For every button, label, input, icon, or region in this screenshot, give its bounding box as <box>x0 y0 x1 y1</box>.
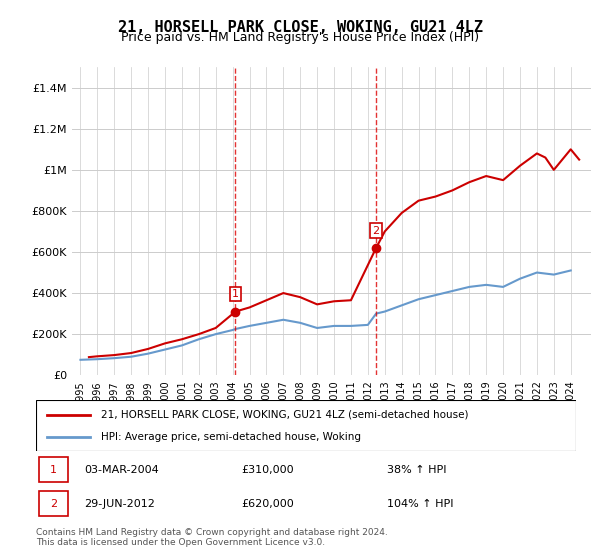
Text: £310,000: £310,000 <box>241 465 294 475</box>
Text: 29-JUN-2012: 29-JUN-2012 <box>85 499 155 509</box>
Text: 2: 2 <box>50 499 57 509</box>
Text: 03-MAR-2004: 03-MAR-2004 <box>85 465 160 475</box>
Text: HPI: Average price, semi-detached house, Woking: HPI: Average price, semi-detached house,… <box>101 432 361 442</box>
Text: 21, HORSELL PARK CLOSE, WOKING, GU21 4LZ (semi-detached house): 21, HORSELL PARK CLOSE, WOKING, GU21 4LZ… <box>101 409 469 419</box>
FancyBboxPatch shape <box>36 400 576 451</box>
Text: £620,000: £620,000 <box>241 499 294 509</box>
Text: Price paid vs. HM Land Registry's House Price Index (HPI): Price paid vs. HM Land Registry's House … <box>121 31 479 44</box>
Text: 104% ↑ HPI: 104% ↑ HPI <box>387 499 454 509</box>
FancyBboxPatch shape <box>39 491 68 516</box>
Text: 38% ↑ HPI: 38% ↑ HPI <box>387 465 446 475</box>
Text: Contains HM Land Registry data © Crown copyright and database right 2024.
This d: Contains HM Land Registry data © Crown c… <box>36 528 388 547</box>
FancyBboxPatch shape <box>39 457 68 483</box>
Text: 1: 1 <box>50 465 57 475</box>
Text: 21, HORSELL PARK CLOSE, WOKING, GU21 4LZ: 21, HORSELL PARK CLOSE, WOKING, GU21 4LZ <box>118 20 482 35</box>
Text: 2: 2 <box>373 226 380 236</box>
Text: 1: 1 <box>232 289 239 299</box>
